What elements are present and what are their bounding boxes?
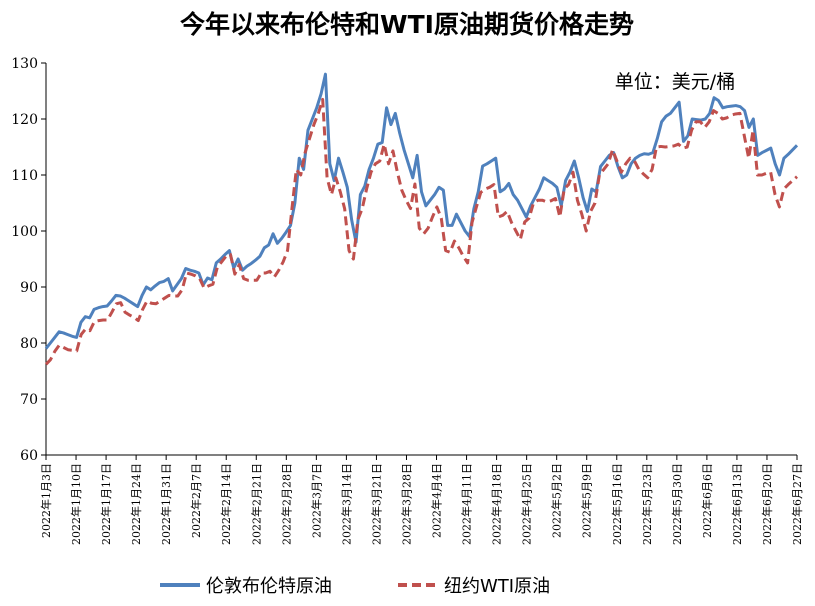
x-tick-label: 2022年1月10日 <box>69 463 83 545</box>
y-tick-label: 100 <box>11 224 38 240</box>
chart-title: 今年以来布伦特和WTI原油期货价格走势 <box>180 10 634 39</box>
x-tick-label: 2022年3月21日 <box>369 463 383 545</box>
y-tick-label: 110 <box>11 168 38 184</box>
x-tick-label: 2022年6月20日 <box>760 463 774 545</box>
x-tick-label: 2022年6月27日 <box>790 463 804 545</box>
x-axis-ticks: 2022年1月3日 2022年1月10日 2022年1月17日 2022年1月24日 2… <box>39 455 804 545</box>
x-tick-label: 2022年5月30日 <box>670 463 684 545</box>
x-tick-label: 2022年2月7日 <box>189 463 203 538</box>
x-tick-label: 2022年5月16日 <box>610 463 624 545</box>
y-tick-label: 120 <box>11 112 38 128</box>
x-tick-label: 2022年4月25日 <box>520 463 534 545</box>
x-tick-label: 2022年5月2日 <box>550 463 564 538</box>
x-tick-label: 2022年1月31日 <box>159 463 173 545</box>
y-tick-label: 70 <box>20 392 38 408</box>
x-tick-label: 2022年6月13日 <box>730 463 744 545</box>
unit-label: 单位：美元/桶 <box>615 71 735 93</box>
x-tick-label: 2022年1月24日 <box>129 463 143 545</box>
legend: 伦敦布伦特原油 纽约WTI原油 <box>160 576 550 597</box>
x-tick-label: 2022年2月28日 <box>279 463 293 545</box>
x-tick-label: 2022年5月23日 <box>640 463 654 545</box>
legend-brent-label: 伦敦布伦特原油 <box>206 576 332 597</box>
series-line-brent <box>44 72 799 350</box>
x-tick-label: 2022年3月28日 <box>399 463 413 545</box>
y-tick-label: 130 <box>11 56 38 72</box>
legend-wti-label: 纽约WTI原油 <box>444 576 550 597</box>
x-tick-label: 2022年4月11日 <box>460 463 474 545</box>
y-tick-label: 80 <box>20 336 38 352</box>
y-tick-label: 90 <box>20 280 38 296</box>
x-tick-label: 2022年3月7日 <box>309 463 323 538</box>
x-tick-label: 2022年3月14日 <box>339 463 353 545</box>
y-tick-label: 60 <box>20 448 38 464</box>
x-tick-label: 2022年2月21日 <box>249 463 263 545</box>
x-tick-label: 2022年6月6日 <box>700 463 714 538</box>
x-tick-label: 2022年1月17日 <box>99 463 113 545</box>
x-tick-label: 2022年5月9日 <box>580 463 594 538</box>
x-tick-label: 2022年4月4日 <box>430 463 444 538</box>
series-lines <box>44 72 799 366</box>
y-axis-ticks: 60 70 80 90 100 110 120 130 <box>11 56 46 464</box>
x-tick-label: 2022年2月14日 <box>219 463 233 545</box>
x-tick-label: 2022年4月18日 <box>490 463 504 545</box>
x-tick-label: 2022年1月3日 <box>39 463 53 538</box>
